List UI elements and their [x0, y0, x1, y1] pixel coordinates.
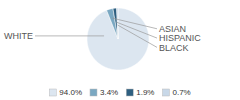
pie-slice	[113, 8, 118, 39]
pie-slice	[107, 8, 118, 39]
legend-label: 94.0%	[59, 88, 82, 97]
legend-item: 0.7%	[162, 88, 190, 97]
legend-label: 3.4%	[100, 88, 118, 97]
legend-item: 1.9%	[126, 88, 154, 97]
slice-label: BLACK	[159, 43, 189, 53]
legend-swatch	[126, 89, 133, 96]
legend-swatch	[49, 89, 56, 96]
pie	[87, 8, 149, 70]
pie-slice	[117, 8, 118, 39]
legend-label: 1.9%	[136, 88, 154, 97]
legend-label: 0.7%	[172, 88, 190, 97]
legend-item: 94.0%	[49, 88, 82, 97]
legend-swatch	[162, 89, 169, 96]
leader-line	[118, 25, 157, 47]
chart: WHITEASIANHISPANICBLACK 94.0% 3.4% 1.9% 0.7%	[0, 0, 240, 100]
leader-line	[35, 35, 104, 36]
slice-label: WHITE	[4, 31, 33, 41]
annotations: WHITEASIANHISPANICBLACK	[4, 18, 201, 52]
legend-item: 3.4%	[90, 88, 118, 97]
pie-slice	[87, 8, 149, 70]
legend: 94.0% 3.4% 1.9% 0.7%	[49, 88, 190, 97]
legend-swatch	[90, 89, 97, 96]
